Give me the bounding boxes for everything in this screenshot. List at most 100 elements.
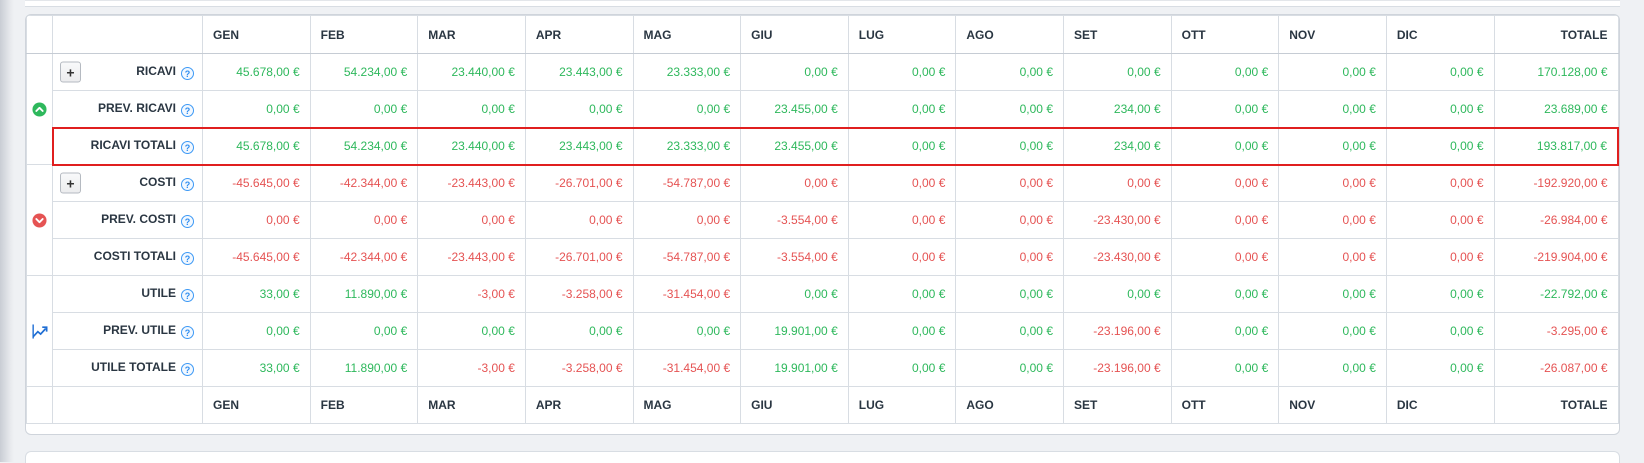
value-cell-prev-ricavi-feb: 0,00 € bbox=[309, 90, 419, 128]
col-header-feb: FEB bbox=[309, 15, 419, 54]
table-row-costi: + COSTI? -45.645,00 € -42.344,00 € -23.443,0… bbox=[26, 164, 1619, 276]
value-cell-utile-lug: 0,00 € bbox=[847, 275, 957, 313]
footer-header-mar: MAR bbox=[417, 386, 526, 424]
value-cell-costi-totali-giu: -3.554,00 € bbox=[740, 238, 849, 276]
footer-header-apr: APR bbox=[524, 386, 634, 424]
value-cell-costi-giu: 0,00 € bbox=[740, 164, 849, 202]
value-cell-ricavi-totali-gen: 45.678,00 € bbox=[202, 126, 311, 166]
value-cell-prev-utile-feb: 0,00 € bbox=[309, 312, 419, 350]
value-cell-prev-costi-dic: 0,00 € bbox=[1385, 201, 1495, 239]
col-header-lug: LUG bbox=[847, 15, 957, 54]
value-cell-utile-totale-feb: 11.890,00 € bbox=[309, 349, 419, 387]
value-cell-ricavi-totali-set: 234,00 € bbox=[1063, 126, 1172, 166]
value-cell-prev-ricavi-apr: 0,00 € bbox=[524, 90, 634, 128]
value-cell-prev-ricavi-mar: 0,00 € bbox=[417, 90, 526, 128]
row-label: PREV. RICAVI bbox=[97, 100, 176, 115]
help-icon[interactable]: ? bbox=[181, 178, 194, 192]
value-cell-costi-nov: 0,00 € bbox=[1278, 164, 1387, 202]
value-cell-costi-gen: -45.645,00 € bbox=[202, 164, 311, 202]
value-cell-utile-ago: 0,00 € bbox=[955, 275, 1064, 313]
value-cell-ricavi-totali-mag: 23.333,00 € bbox=[632, 126, 742, 166]
row-label: COSTI TOTALI bbox=[93, 249, 176, 263]
value-cell-costi-totale: -192.920,00 € bbox=[1493, 164, 1619, 202]
table-row-ricavi: + RICAVI? 45.678,00 €54.234,00 €23.440,00 … bbox=[26, 53, 1619, 165]
table-row-prev-ricavi: PREV. RICAVI? 0,00 €0,00 €0,00 €0,00 €0,0… bbox=[27, 90, 1619, 128]
table-row-utile: UTILE? 33,00 €11.890,00 € -3,00 € -3.258,00… bbox=[26, 275, 1619, 387]
footer-header-gen: GEN bbox=[202, 386, 311, 424]
help-icon[interactable]: ? bbox=[181, 289, 194, 302]
value-cell-ricavi-totale: 170.128,00 € bbox=[1493, 53, 1619, 91]
pnl-table: GEN FEB MAR APR MAG GIU LUG AGO SET OTT NOV DIC TOTA… bbox=[26, 15, 1619, 424]
expand-costi-button[interactable]: + bbox=[60, 172, 81, 194]
help-icon[interactable]: ? bbox=[181, 215, 194, 228]
row-label: COSTI bbox=[139, 175, 176, 190]
chart-line-icon[interactable] bbox=[26, 275, 53, 387]
value-cell-utile-totale-ott: 0,00 € bbox=[1170, 349, 1280, 387]
help-icon[interactable]: ? bbox=[181, 141, 194, 154]
value-cell-costi-mag: -54.787,00 € bbox=[632, 164, 742, 202]
row-label-cell-prev-utile: PREV. UTILE? bbox=[52, 312, 203, 350]
expand-ricavi-button[interactable]: + bbox=[60, 61, 81, 83]
value-cell-costi-lug: 0,00 € bbox=[847, 164, 957, 202]
col-header-mag: MAG bbox=[632, 15, 742, 54]
value-cell-ricavi-totali-lug: 0,00 € bbox=[847, 126, 957, 166]
pnl-card: GEN FEB MAR APR MAG GIU LUG AGO SET OTT NOV DIC TOTA… bbox=[25, 14, 1620, 435]
value-cell-prev-ricavi-lug: 0,00 € bbox=[847, 90, 957, 128]
value-cell-prev-costi-apr: 0,00 € bbox=[524, 201, 634, 239]
value-cell-prev-utile-totale: -3.295,00 € bbox=[1493, 312, 1619, 350]
help-icon[interactable]: ? bbox=[181, 67, 194, 80]
row-label-cell-utile: UTILE? bbox=[52, 275, 203, 313]
value-cell-ricavi-totali-nov: 0,00 € bbox=[1278, 126, 1387, 166]
value-cell-prev-utile-mag: 0,00 € bbox=[632, 312, 742, 350]
value-cell-prev-ricavi-totale: 23.689,00 € bbox=[1493, 90, 1619, 128]
value-cell-ricavi-giu: 0,00 € bbox=[740, 53, 849, 91]
value-cell-utile-nov: 0,00 € bbox=[1278, 275, 1387, 313]
footer-header-dic: DIC bbox=[1385, 386, 1495, 424]
value-cell-prev-utile-mar: 0,00 € bbox=[417, 312, 526, 350]
value-cell-prev-utile-giu: 19.901,00 € bbox=[740, 312, 849, 350]
value-cell-utile-apr: -3.258,00 € bbox=[524, 275, 634, 313]
help-icon[interactable]: ? bbox=[181, 103, 194, 117]
value-cell-utile-giu: 0,00 € bbox=[740, 275, 849, 313]
row-label-cell-utile-totale: UTILE TOTALE? bbox=[52, 349, 203, 387]
table-row-costi-totali: COSTI TOTALI? -45.645,00 € -42.344,00 € -23… bbox=[27, 238, 1619, 276]
col-header-corner-label bbox=[52, 15, 203, 54]
bottom-card-remnant bbox=[25, 451, 1620, 463]
value-cell-utile-totale-nov: 0,00 € bbox=[1278, 349, 1387, 387]
value-cell-utile-totale-giu: 19.901,00 € bbox=[740, 349, 849, 387]
help-icon[interactable]: ? bbox=[181, 363, 194, 376]
table-row-ricavi-totali: RICAVI TOTALI? 45.678,00 €54.234,00 €23.4… bbox=[27, 126, 1619, 166]
value-cell-costi-mar: -23.443,00 € bbox=[417, 164, 526, 202]
value-cell-utile-totale-totale: -26.087,00 € bbox=[1493, 349, 1619, 387]
value-cell-prev-costi-set: -23.430,00 € bbox=[1063, 201, 1172, 239]
value-cell-prev-utile-ott: 0,00 € bbox=[1170, 312, 1280, 350]
table-row-prev-costi: PREV. COSTI? 0,00 €0,00 €0,00 €0,00 €0,00… bbox=[27, 201, 1619, 239]
value-cell-costi-apr: -26.701,00 € bbox=[524, 164, 634, 202]
footer-header-set: SET bbox=[1063, 386, 1172, 424]
footer-header-nov: NOV bbox=[1278, 386, 1387, 424]
help-icon[interactable]: ? bbox=[181, 326, 194, 339]
value-cell-prev-costi-gen: 0,00 € bbox=[202, 201, 311, 239]
value-cell-costi-totali-mag: -54.787,00 € bbox=[632, 238, 742, 276]
value-cell-costi-feb: -42.344,00 € bbox=[309, 164, 419, 202]
footer-header-corner-icon bbox=[26, 386, 53, 424]
value-cell-costi-set: 0,00 € bbox=[1063, 164, 1172, 202]
value-cell-ricavi-feb: 54.234,00 € bbox=[309, 53, 419, 91]
footer-header-feb: FEB bbox=[309, 386, 419, 424]
main-content: GEN FEB MAR APR MAG GIU LUG AGO SET OTT NOV DIC TOTA… bbox=[25, 0, 1620, 463]
value-cell-ricavi-totali-ott: 0,00 € bbox=[1170, 126, 1280, 166]
value-cell-utile-ott: 0,00 € bbox=[1170, 275, 1280, 313]
value-cell-costi-totali-apr: -26.701,00 € bbox=[524, 238, 634, 276]
value-cell-utile-totale-mag: -31.454,00 € bbox=[632, 349, 742, 387]
col-header-gen: GEN bbox=[202, 15, 311, 54]
col-header-dic: DIC bbox=[1385, 15, 1495, 54]
footer-header-ott: OTT bbox=[1170, 386, 1280, 424]
value-cell-ricavi-dic: 0,00 € bbox=[1385, 53, 1495, 91]
value-cell-prev-costi-lug: 0,00 € bbox=[847, 201, 957, 239]
value-cell-ricavi-nov: 0,00 € bbox=[1278, 53, 1387, 91]
value-cell-ricavi-totali-feb: 54.234,00 € bbox=[309, 126, 419, 166]
value-cell-prev-utile-lug: 0,00 € bbox=[847, 312, 957, 350]
help-icon[interactable]: ? bbox=[181, 252, 194, 265]
value-cell-prev-costi-totale: -26.984,00 € bbox=[1493, 201, 1619, 239]
col-header-ago: AGO bbox=[955, 15, 1064, 54]
